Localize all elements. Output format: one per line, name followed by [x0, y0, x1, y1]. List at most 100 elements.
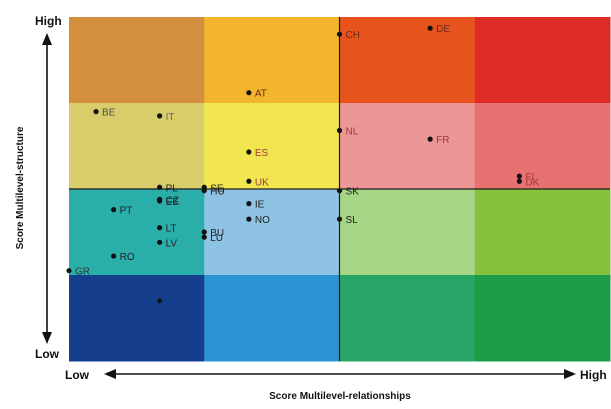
point-marker: [201, 229, 207, 235]
data-point-be: BE: [93, 108, 116, 119]
point-marker: [427, 25, 433, 31]
point-label: FR: [436, 135, 449, 146]
data-point-lt: LT: [157, 224, 177, 235]
point-marker: [157, 239, 163, 245]
point-label: HU: [210, 187, 224, 198]
point-label: PL: [166, 183, 179, 194]
point-marker: [246, 90, 252, 96]
grid-cell-r1-c3: [474, 103, 611, 190]
point-marker: [246, 201, 252, 207]
grid-cell-r3-c3: [474, 275, 611, 362]
grid-cell-r0-c2: [339, 17, 476, 104]
data-point-fr: FR: [427, 135, 449, 146]
grid-cell-r2-c1: [204, 189, 340, 276]
grid-cell-r1-c2: [339, 103, 476, 190]
data-point-pl: PL: [157, 183, 178, 194]
point-label: CH: [346, 30, 360, 41]
point-label: SL: [346, 215, 359, 226]
grid-cell-r1-c1: [204, 103, 340, 190]
data-point-lu: LU: [201, 233, 223, 244]
point-marker: [427, 136, 433, 142]
point-label: LT: [166, 224, 177, 235]
point-label: GR: [75, 267, 90, 278]
point-label: RO: [120, 252, 135, 263]
data-point-ch: CH: [336, 30, 360, 41]
point-marker: [157, 225, 163, 231]
point-label: PT: [120, 206, 133, 217]
point-label: NL: [346, 127, 359, 138]
y-axis-title: Score Multilevel-structure: [15, 126, 26, 249]
point-marker: [111, 253, 117, 259]
point-label: ES: [255, 148, 269, 159]
point-marker: [336, 31, 343, 37]
x-axis-arrow: [104, 369, 576, 379]
data-point-de: DE: [427, 24, 450, 35]
data-point-it: IT: [157, 112, 175, 123]
quadrant-grid: [69, 17, 611, 362]
grid-cell-r0-c3: [474, 17, 611, 104]
grid-cell-r2-c0: [69, 189, 205, 276]
data-point-gr: GR: [66, 267, 90, 278]
point-marker: [516, 178, 522, 184]
point-label: LV: [166, 238, 178, 249]
point-label: DE: [436, 24, 450, 35]
data-point-hu: HU: [201, 187, 225, 198]
data-point-nl: NL: [336, 127, 359, 138]
point-label: EE: [166, 197, 180, 208]
data-point-at: AT: [246, 89, 267, 100]
point-marker: [246, 216, 252, 222]
grid-cell-r2-c2: [339, 189, 476, 276]
grid-cell-r1-c0: [69, 103, 205, 190]
point-marker: [201, 188, 207, 194]
point-marker: [157, 113, 163, 119]
data-point-ee: EE: [157, 197, 179, 208]
point-marker: [111, 207, 117, 213]
point-marker: [246, 178, 252, 184]
data-point-ie: IE: [246, 200, 265, 211]
point-label: FI: [525, 172, 534, 183]
data-point-es: ES: [246, 148, 269, 159]
grid-cell-r3-c1: [204, 275, 340, 362]
unlabeled-point-0: [157, 298, 163, 304]
grid-cell-r2-c3: [474, 189, 611, 276]
x-axis-title: Score Multilevel-relationships: [269, 391, 411, 402]
data-point-uk: UK: [246, 177, 269, 188]
grid-cell-r3-c0: [69, 275, 205, 362]
point-marker: [66, 268, 72, 274]
data-point-dk: DK: [516, 177, 540, 188]
point-marker: [516, 173, 522, 179]
y-axis-arrow: [42, 33, 52, 344]
data-point-lv: LV: [157, 238, 177, 249]
point-marker: [336, 188, 343, 194]
data-point-fi: FI: [516, 172, 534, 183]
point-label: IE: [255, 200, 265, 211]
x-axis-high-label: High: [580, 368, 607, 382]
point-label: UK: [255, 177, 269, 188]
point-marker: [93, 109, 99, 115]
point-marker: [336, 216, 343, 222]
grid-cell-r0-c0: [69, 17, 205, 104]
point-label: DK: [525, 177, 539, 188]
grid-cell-r3-c2: [339, 275, 476, 362]
point-label: AT: [255, 89, 267, 100]
point-marker: [336, 127, 343, 134]
data-point-sl: SL: [336, 215, 359, 226]
point-label: CZ: [166, 195, 179, 206]
point-label: BE: [102, 108, 116, 119]
data-point-sk: SK: [336, 187, 359, 198]
point-marker: [246, 149, 252, 155]
point-label: BU: [210, 228, 224, 239]
data-point-ro: RO: [111, 252, 135, 263]
point-label: SE: [210, 183, 224, 194]
point-marker: [201, 234, 207, 240]
y-axis-high-label: High: [35, 14, 62, 28]
y-axis-low-label: Low: [35, 347, 60, 361]
point-marker: [157, 198, 163, 204]
point-label: IT: [166, 112, 175, 123]
x-axis-low-label: Low: [65, 368, 90, 382]
data-point-bu: BU: [201, 228, 224, 239]
data-point-pt: PT: [111, 206, 132, 217]
